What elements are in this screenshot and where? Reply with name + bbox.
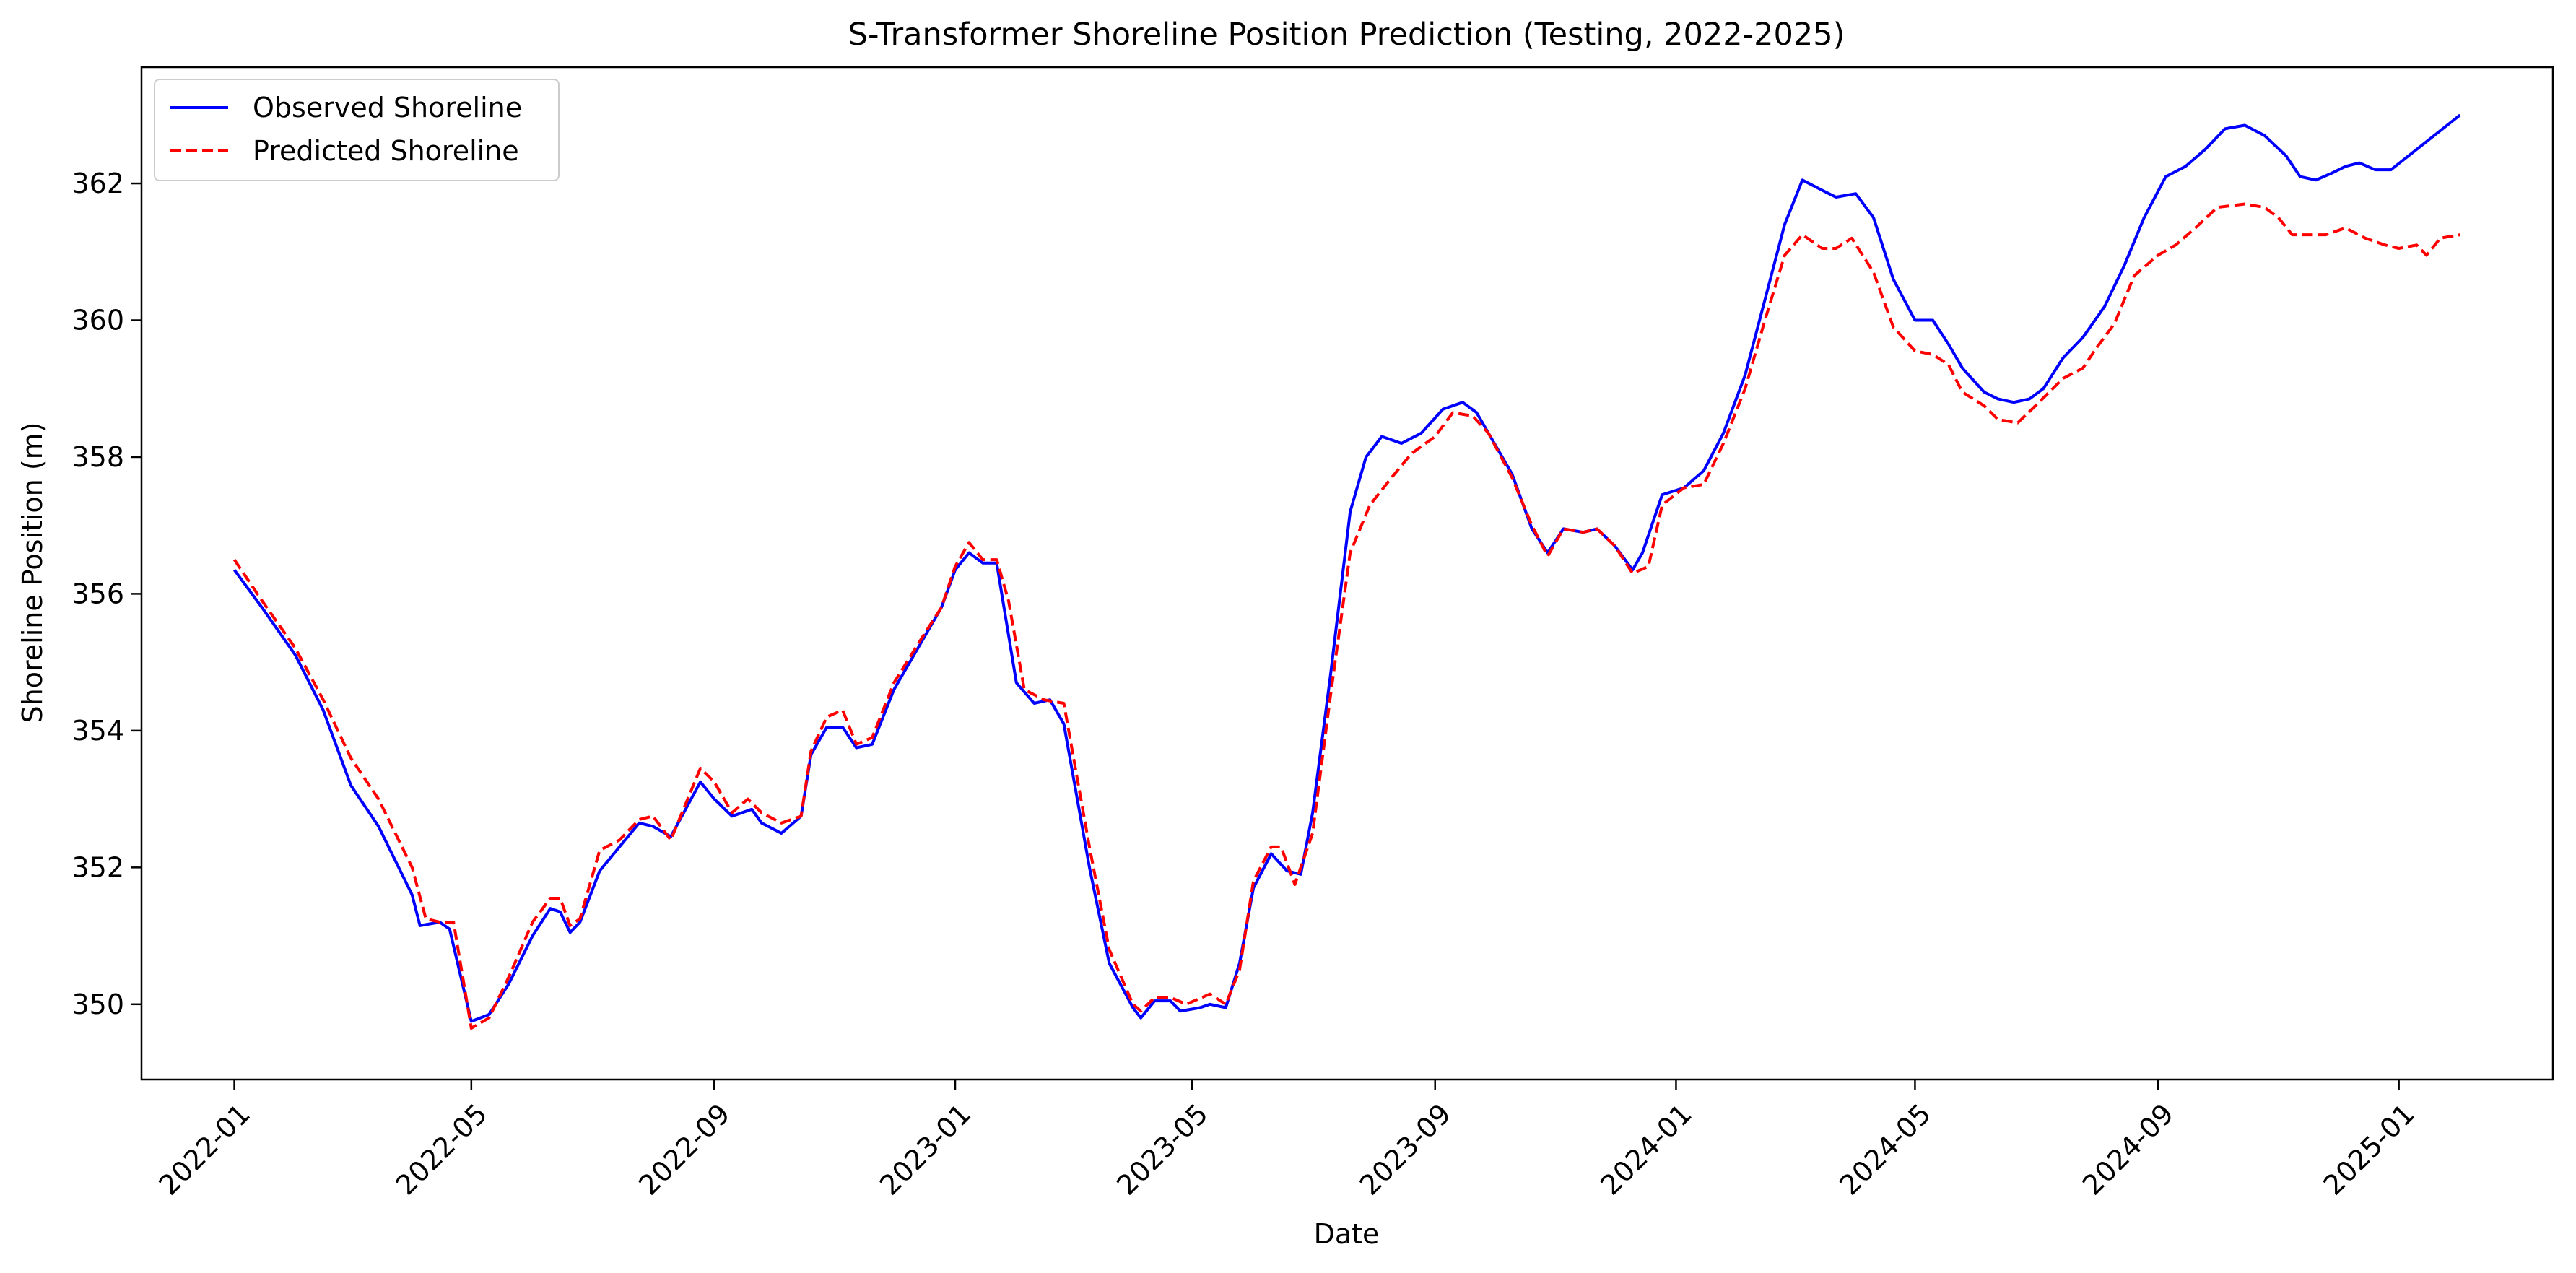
y-tick-label: 352 xyxy=(71,851,124,883)
y-tick-label: 358 xyxy=(71,441,124,473)
legend-box xyxy=(154,79,560,181)
predicted-shoreline-line xyxy=(232,202,2460,1030)
y-tick-label: 356 xyxy=(71,578,124,609)
y-tick-label: 360 xyxy=(71,305,124,336)
chart-title: S-Transformer Shoreline Position Predict… xyxy=(848,17,1845,53)
legend: Observed Shoreline Predicted Shoreline xyxy=(154,79,560,181)
y-tick-label: 362 xyxy=(71,168,124,199)
y-axis-label: Shoreline Position (m) xyxy=(17,422,48,724)
x-axis-label: Date xyxy=(1314,1218,1380,1250)
y-tick-label: 354 xyxy=(71,715,124,747)
legend-observed-label: Observed Shoreline xyxy=(253,92,522,123)
y-tick-label: 350 xyxy=(71,989,124,1020)
legend-predicted-label: Predicted Shoreline xyxy=(253,135,519,167)
plot-frame xyxy=(140,66,2554,1081)
observed-shoreline-line xyxy=(232,113,2461,1023)
plot-area xyxy=(232,113,2461,1030)
